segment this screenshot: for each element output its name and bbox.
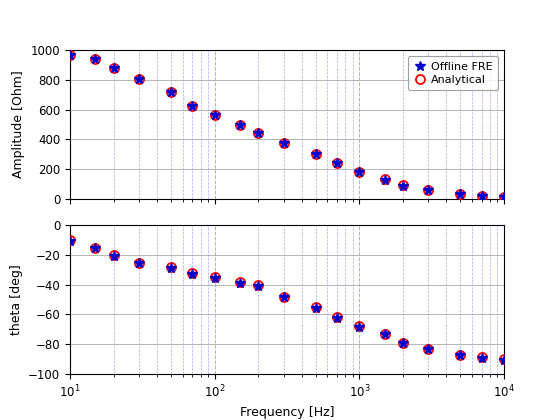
Analytical xyxy=(92,245,99,250)
Analytical xyxy=(457,191,464,196)
Analytical xyxy=(189,270,195,276)
Analytical xyxy=(478,193,485,198)
Offline FRE xyxy=(110,253,117,258)
Offline FRE xyxy=(425,347,432,352)
Analytical xyxy=(501,194,507,199)
Offline FRE xyxy=(381,332,388,337)
Analytical xyxy=(381,331,388,336)
Line: Offline FRE: Offline FRE xyxy=(65,50,509,202)
Analytical xyxy=(237,122,244,127)
Analytical xyxy=(425,187,432,192)
Analytical xyxy=(136,260,142,265)
Analytical xyxy=(189,103,195,108)
Offline FRE xyxy=(211,276,218,281)
Analytical xyxy=(334,315,340,320)
Offline FRE xyxy=(399,341,406,346)
Analytical xyxy=(237,279,244,284)
Offline FRE xyxy=(356,325,363,330)
Analytical xyxy=(399,340,406,345)
Legend: Offline FRE, Analytical: Offline FRE, Analytical xyxy=(408,56,498,90)
Analytical xyxy=(67,52,73,58)
Offline FRE xyxy=(425,188,432,193)
Offline FRE xyxy=(67,239,73,244)
Offline FRE xyxy=(478,356,485,361)
Y-axis label: Amplitude [Ohm]: Amplitude [Ohm] xyxy=(12,71,25,178)
Offline FRE xyxy=(457,192,464,197)
Offline FRE xyxy=(92,246,99,251)
Offline FRE xyxy=(399,183,406,188)
Offline FRE xyxy=(281,141,287,146)
Offline FRE xyxy=(237,280,244,285)
Offline FRE xyxy=(67,52,73,58)
Analytical xyxy=(255,282,262,287)
Offline FRE xyxy=(478,194,485,199)
Analytical xyxy=(478,355,485,360)
Analytical xyxy=(312,151,319,156)
Offline FRE xyxy=(189,103,195,108)
Offline FRE xyxy=(255,283,262,288)
Y-axis label: theta [deg]: theta [deg] xyxy=(10,264,22,335)
Analytical xyxy=(110,66,117,71)
Offline FRE xyxy=(312,151,319,156)
Offline FRE xyxy=(501,194,507,200)
Line: Analytical: Analytical xyxy=(66,50,508,201)
Offline FRE xyxy=(501,357,507,362)
Offline FRE xyxy=(334,161,340,166)
Offline FRE xyxy=(136,261,142,266)
Offline FRE xyxy=(168,89,175,94)
Analytical xyxy=(399,183,406,188)
Offline FRE xyxy=(136,76,142,81)
Analytical xyxy=(92,57,99,62)
Analytical xyxy=(312,304,319,310)
Analytical xyxy=(211,113,218,118)
Analytical xyxy=(334,160,340,165)
Analytical xyxy=(457,352,464,357)
Analytical xyxy=(425,346,432,351)
Analytical xyxy=(211,275,218,280)
Analytical xyxy=(110,252,117,257)
Offline FRE xyxy=(281,295,287,300)
Offline FRE xyxy=(255,131,262,136)
Offline FRE xyxy=(237,122,244,127)
Offline FRE xyxy=(110,66,117,71)
Offline FRE xyxy=(211,113,218,118)
Analytical xyxy=(356,324,363,329)
Offline FRE xyxy=(457,353,464,358)
Analytical xyxy=(168,89,175,94)
Offline FRE xyxy=(356,170,363,175)
Offline FRE xyxy=(92,56,99,61)
Offline FRE xyxy=(381,177,388,182)
Analytical xyxy=(136,77,142,82)
Analytical xyxy=(255,130,262,135)
Line: Analytical: Analytical xyxy=(66,236,508,363)
Offline FRE xyxy=(168,265,175,270)
Line: Offline FRE: Offline FRE xyxy=(65,236,509,365)
Analytical xyxy=(281,141,287,146)
Offline FRE xyxy=(189,271,195,276)
Analytical xyxy=(168,265,175,270)
Offline FRE xyxy=(312,305,319,310)
Offline FRE xyxy=(334,316,340,321)
Analytical xyxy=(381,177,388,182)
Analytical xyxy=(67,238,73,243)
X-axis label: Frequency [Hz]: Frequency [Hz] xyxy=(240,406,334,419)
Analytical xyxy=(356,170,363,175)
Analytical xyxy=(281,294,287,299)
Analytical xyxy=(501,357,507,362)
